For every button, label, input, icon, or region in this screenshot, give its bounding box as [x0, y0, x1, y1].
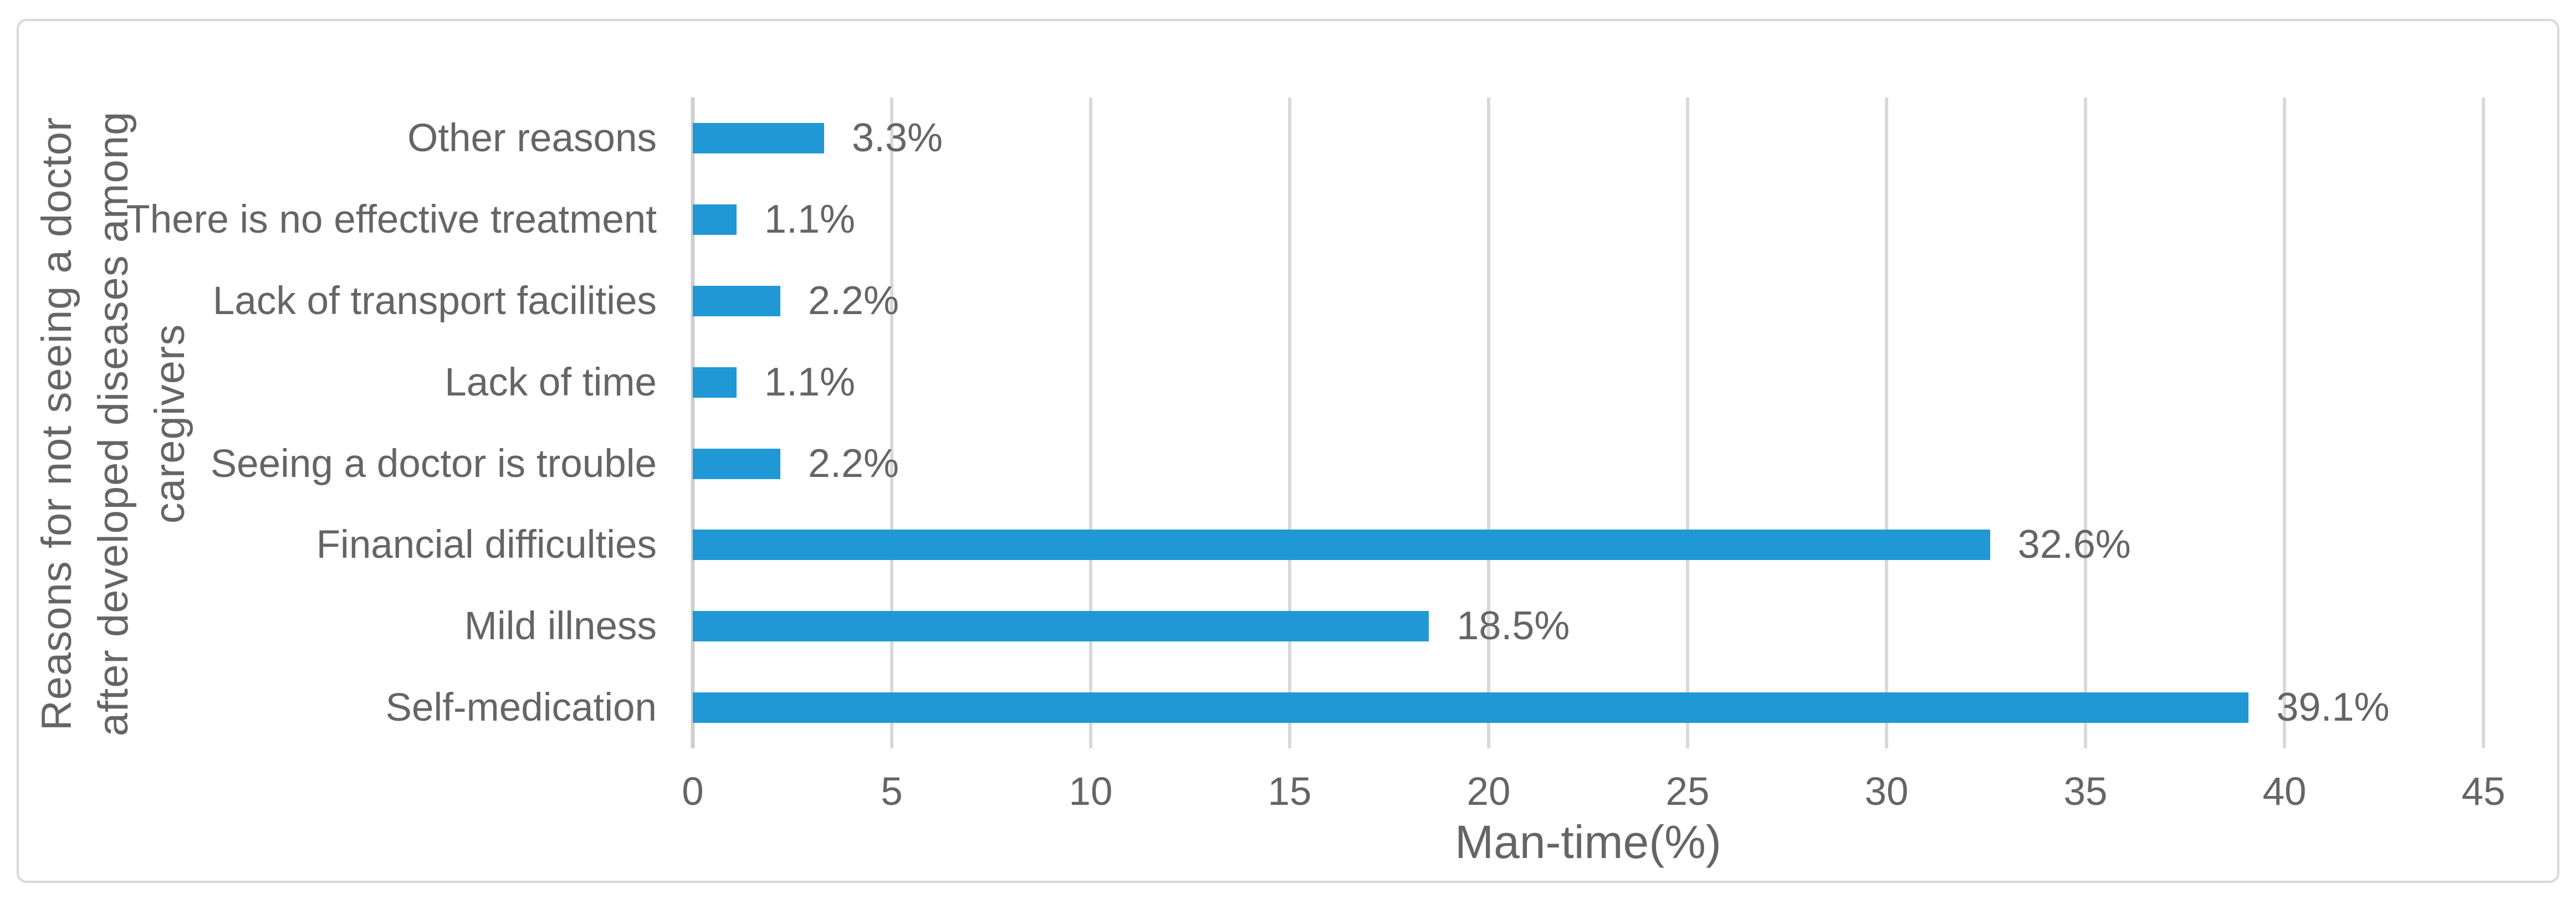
x-tick-label: 20	[1466, 770, 1511, 814]
x-tick-label: 30	[1864, 770, 1909, 814]
bar-row: 18.5%	[693, 585, 2483, 667]
gridline	[1287, 97, 1291, 748]
bar-value-label: 32.6%	[2017, 522, 2131, 567]
bar-value-label: 1.1%	[764, 197, 856, 242]
x-tick-label: 0	[682, 770, 704, 814]
bar-row: 1.1%	[693, 342, 2483, 423]
category-label: There is no effective treatment	[126, 197, 657, 242]
value-axis-line	[691, 97, 695, 748]
gridline	[2482, 97, 2485, 748]
bar-value-label: 18.5%	[1456, 604, 1570, 649]
x-tick-label: 15	[1267, 770, 1312, 814]
category-label: Seeing a doctor is trouble	[210, 441, 657, 486]
x-axis-tick-labels: 0 5 10 15 20 25 30 35 40 45	[682, 767, 2505, 817]
x-tick-label: 45	[2461, 770, 2506, 814]
category-label: Self-medication	[385, 686, 657, 730]
gridline	[1487, 97, 1490, 748]
gridline	[1884, 97, 1888, 748]
bar-value-label: 39.1%	[2276, 685, 2390, 730]
category-axis-labels: Other reasons There is no effective treat…	[0, 97, 657, 748]
bar-row: 3.3%	[693, 97, 2483, 179]
x-tick-label: 5	[881, 770, 903, 814]
category-label: Lack of transport facilities	[212, 279, 657, 323]
category-label: Mild illness	[464, 604, 657, 649]
bar	[693, 448, 780, 479]
bar-value-label: 3.3%	[851, 116, 943, 160]
bar-value-label: 2.2%	[807, 278, 899, 323]
x-axis-title: Man-time(%)	[1455, 816, 1721, 868]
bar-row: 2.2%	[693, 260, 2483, 342]
bar	[693, 611, 1429, 642]
x-tick-label: 25	[1665, 770, 1710, 814]
bar-row: 1.1%	[693, 179, 2483, 260]
gridline	[1686, 97, 1689, 748]
bar	[693, 123, 824, 153]
bar	[693, 367, 737, 398]
x-tick-label: 35	[2063, 770, 2108, 814]
bar	[693, 285, 780, 316]
bar-value-label: 1.1%	[764, 359, 856, 404]
plot-area: 3.3% 1.1% 2.2% 1.1% 2.2% 32.6% 18.5% 39.1%	[691, 97, 2485, 748]
bar	[693, 530, 1990, 561]
bar	[693, 204, 737, 235]
bar-row: 39.1%	[693, 667, 2483, 748]
category-label: Lack of time	[444, 360, 657, 404]
gridline	[1089, 97, 1092, 748]
bar-value-label: 2.2%	[807, 441, 899, 486]
x-tick-label: 10	[1069, 770, 1113, 814]
gridline	[2283, 97, 2286, 748]
bar	[693, 692, 2249, 723]
x-tick-label: 40	[2262, 770, 2307, 814]
bar-row: 2.2%	[693, 423, 2483, 505]
gridline	[890, 97, 893, 748]
category-label: Other reasons	[407, 116, 657, 160]
gridline	[2084, 97, 2087, 748]
bar-row: 32.6%	[693, 504, 2483, 585]
category-label: Financial difficulties	[316, 523, 657, 567]
